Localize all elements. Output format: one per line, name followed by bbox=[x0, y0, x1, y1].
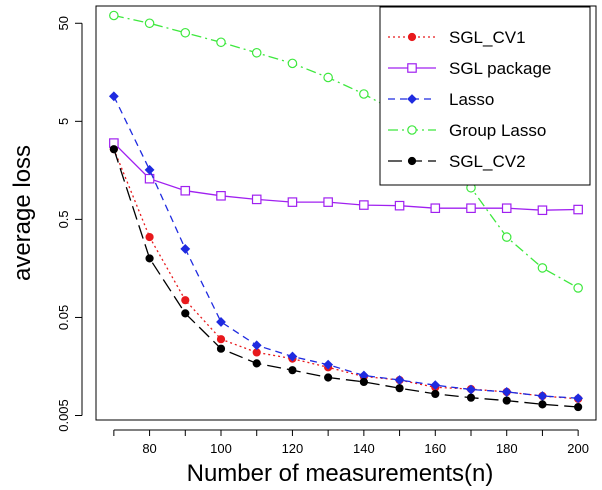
data-point-group-lasso bbox=[109, 10, 119, 21]
legend-item-sgl-cv2: SGL_CV2 bbox=[388, 152, 526, 171]
data-point-group-lasso bbox=[323, 72, 333, 83]
series-sgl-package bbox=[109, 138, 583, 216]
y-tick-label: 0.05 bbox=[56, 305, 71, 330]
data-point-sgl-package bbox=[501, 203, 512, 214]
data-point-sgl-cv1 bbox=[145, 232, 154, 242]
data-point-lasso bbox=[573, 393, 584, 404]
data-point-sgl-package bbox=[394, 200, 405, 211]
y-tick-label: 0.005 bbox=[56, 399, 71, 432]
y-axis-title: average loss bbox=[9, 145, 36, 281]
data-point-sgl-package bbox=[323, 197, 333, 207]
legend-label-sgl-cv2: SGL_CV2 bbox=[449, 152, 526, 171]
series-lasso bbox=[108, 91, 584, 404]
data-point-sgl-cv2 bbox=[538, 400, 547, 409]
series-line-group-lasso bbox=[113, 14, 579, 289]
x-tick-label: 100 bbox=[210, 441, 232, 456]
legend-item-sgl-cv1: SGL_CV1 bbox=[388, 28, 526, 47]
series-line-sgl-cv2 bbox=[113, 148, 579, 408]
series-sgl-cv2 bbox=[109, 145, 583, 412]
data-point-sgl-package bbox=[466, 203, 476, 214]
legend-marker-lasso bbox=[407, 94, 417, 104]
data-point-sgl-package bbox=[430, 203, 441, 214]
plot-frame bbox=[95, 5, 597, 421]
data-point-lasso bbox=[180, 244, 191, 254]
legend-item-sgl-package: SGL package bbox=[388, 59, 551, 78]
data-point-sgl-cv2 bbox=[466, 393, 476, 402]
y-tick-label: 5 bbox=[56, 118, 71, 125]
data-point-lasso bbox=[501, 387, 512, 397]
data-point-sgl-cv1 bbox=[216, 335, 226, 344]
x-axis: 80 100 120 140 160 180 200 bbox=[113, 429, 589, 456]
data-point-group-lasso bbox=[287, 58, 298, 69]
legend: SGL_CV1 SGL package Lasso Group Lasso SGL_CV… bbox=[379, 6, 591, 186]
data-point-group-lasso bbox=[573, 283, 583, 293]
series-line-sgl-package bbox=[113, 142, 579, 211]
data-point-sgl-cv2 bbox=[359, 377, 368, 387]
data-point-lasso bbox=[216, 317, 226, 327]
x-tick-label: 140 bbox=[353, 441, 375, 456]
data-point-lasso bbox=[144, 164, 155, 175]
data-point-sgl-package bbox=[537, 205, 548, 216]
data-point-sgl-cv2 bbox=[288, 366, 297, 375]
x-tick-label: 200 bbox=[567, 441, 589, 456]
legend-marker-sgl-package bbox=[407, 63, 417, 73]
data-point-sgl-package bbox=[359, 200, 369, 210]
data-point-group-lasso bbox=[537, 263, 548, 273]
data-point-sgl-cv2 bbox=[216, 344, 226, 353]
data-point-sgl-cv2 bbox=[145, 254, 154, 263]
data-point-lasso bbox=[394, 375, 405, 385]
data-point-lasso bbox=[108, 91, 119, 102]
data-point-lasso bbox=[537, 391, 548, 401]
data-point-lasso bbox=[251, 340, 262, 351]
x-tick-label: 160 bbox=[424, 441, 446, 456]
data-point-group-lasso bbox=[251, 47, 262, 58]
data-point-lasso bbox=[430, 380, 441, 391]
data-point-group-lasso bbox=[501, 232, 512, 242]
legend-item-lasso: Lasso bbox=[388, 90, 494, 109]
data-point-lasso bbox=[287, 351, 298, 362]
legend-label-sgl-cv1: SGL_CV1 bbox=[449, 28, 526, 47]
x-axis-title: Number of measurements(n) bbox=[187, 460, 494, 487]
data-point-sgl-cv2 bbox=[252, 359, 261, 368]
legend-label-lasso: Lasso bbox=[449, 90, 494, 109]
legend-marker-group-lasso bbox=[407, 125, 417, 135]
data-point-lasso bbox=[323, 359, 334, 370]
data-point-sgl-cv2 bbox=[181, 309, 190, 318]
data-point-sgl-cv2 bbox=[109, 145, 118, 154]
series-line-lasso bbox=[113, 96, 579, 399]
x-tick-label: 180 bbox=[496, 441, 518, 456]
legend-item-group-lasso: Group Lasso bbox=[388, 121, 546, 140]
legend-marker-sgl-cv1 bbox=[407, 32, 417, 42]
data-point-sgl-cv2 bbox=[574, 402, 583, 412]
data-point-sgl-package bbox=[287, 197, 298, 207]
legend-label-group-lasso: Group Lasso bbox=[449, 121, 546, 140]
data-point-sgl-package bbox=[573, 204, 583, 215]
x-tick-label: 80 bbox=[142, 441, 156, 456]
x-tick-label: 120 bbox=[282, 441, 304, 456]
y-tick-label: 50 bbox=[56, 16, 71, 30]
data-point-group-lasso bbox=[359, 89, 369, 99]
y-tick-label: 0.5 bbox=[56, 210, 71, 228]
legend-label-sgl-package: SGL package bbox=[449, 59, 551, 78]
data-point-sgl-package bbox=[251, 194, 262, 205]
y-axis: 0.005 0.05 0.5 5 50 bbox=[56, 16, 83, 432]
series-group-lasso bbox=[109, 10, 583, 293]
data-point-group-lasso bbox=[180, 27, 191, 38]
data-point-sgl-cv2 bbox=[431, 389, 440, 399]
series-layer bbox=[108, 10, 584, 412]
data-point-sgl-package bbox=[180, 185, 191, 196]
data-point-sgl-cv2 bbox=[395, 384, 404, 393]
data-point-sgl-cv1 bbox=[181, 296, 190, 305]
legend-marker-sgl-cv2 bbox=[407, 156, 417, 166]
data-point-sgl-cv2 bbox=[324, 373, 333, 382]
data-point-sgl-cv2 bbox=[502, 396, 511, 405]
data-point-group-lasso bbox=[216, 37, 226, 48]
data-point-sgl-package bbox=[216, 191, 226, 201]
data-point-group-lasso bbox=[144, 18, 155, 29]
